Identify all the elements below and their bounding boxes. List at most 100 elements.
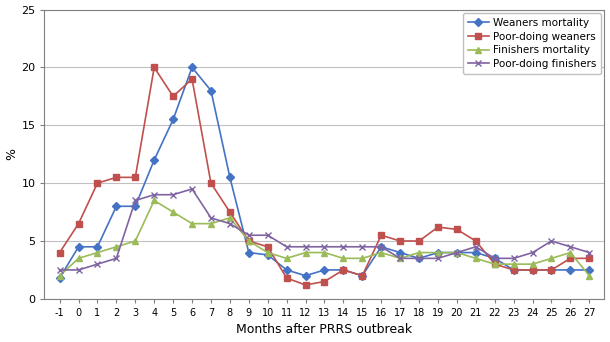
Weaners mortality <box>415 256 423 260</box>
Finishers mortality <box>396 256 404 260</box>
Poor-doing finishers <box>491 256 498 260</box>
Weaners mortality <box>264 253 271 257</box>
Finishers mortality <box>56 274 63 278</box>
Poor-doing weaners <box>529 268 536 272</box>
Finishers mortality <box>491 262 498 266</box>
Weaners mortality <box>567 268 574 272</box>
Weaners mortality <box>586 268 593 272</box>
Finishers mortality <box>434 251 442 255</box>
Line: Finishers mortality: Finishers mortality <box>57 198 592 278</box>
Poor-doing finishers <box>132 198 139 202</box>
Finishers mortality <box>453 251 461 255</box>
Poor-doing finishers <box>415 256 423 260</box>
Weaners mortality <box>94 245 101 249</box>
Poor-doing finishers <box>510 256 517 260</box>
Finishers mortality <box>188 222 196 226</box>
Poor-doing finishers <box>207 216 215 220</box>
Weaners mortality <box>510 268 517 272</box>
Poor-doing finishers <box>75 268 82 272</box>
Poor-doing weaners <box>567 256 574 260</box>
Poor-doing weaners <box>113 175 120 180</box>
Finishers mortality <box>510 262 517 266</box>
Weaners mortality <box>132 204 139 208</box>
Weaners mortality <box>529 268 536 272</box>
Poor-doing finishers <box>170 193 177 197</box>
Finishers mortality <box>548 256 555 260</box>
Poor-doing finishers <box>378 245 385 249</box>
Poor-doing finishers <box>340 245 347 249</box>
Line: Weaners mortality: Weaners mortality <box>57 65 592 281</box>
Weaners mortality <box>170 117 177 121</box>
Poor-doing finishers <box>529 251 536 255</box>
Poor-doing weaners <box>472 239 479 243</box>
Poor-doing finishers <box>396 256 404 260</box>
Weaners mortality <box>56 276 63 280</box>
Poor-doing weaners <box>207 181 215 185</box>
Finishers mortality <box>529 262 536 266</box>
Poor-doing finishers <box>113 256 120 260</box>
Finishers mortality <box>245 239 253 243</box>
Weaners mortality <box>548 268 555 272</box>
Poor-doing weaners <box>226 210 234 214</box>
Finishers mortality <box>321 251 328 255</box>
Weaners mortality <box>207 89 215 93</box>
Weaners mortality <box>321 268 328 272</box>
Poor-doing weaners <box>434 225 442 229</box>
Finishers mortality <box>207 222 215 226</box>
Poor-doing finishers <box>453 251 461 255</box>
Poor-doing weaners <box>245 239 253 243</box>
Finishers mortality <box>151 198 158 202</box>
Weaners mortality <box>226 175 234 180</box>
Poor-doing finishers <box>567 245 574 249</box>
Poor-doing finishers <box>548 239 555 243</box>
Line: Poor-doing finishers: Poor-doing finishers <box>57 186 592 273</box>
Weaners mortality <box>188 65 196 69</box>
Finishers mortality <box>113 245 120 249</box>
Poor-doing finishers <box>472 245 479 249</box>
Poor-doing weaners <box>283 276 290 280</box>
Poor-doing finishers <box>264 233 271 237</box>
Finishers mortality <box>264 251 271 255</box>
Poor-doing finishers <box>359 245 366 249</box>
Poor-doing weaners <box>302 283 309 287</box>
Poor-doing finishers <box>226 222 234 226</box>
Line: Poor-doing weaners: Poor-doing weaners <box>57 65 592 288</box>
Poor-doing weaners <box>415 239 423 243</box>
Finishers mortality <box>132 239 139 243</box>
Poor-doing finishers <box>434 256 442 260</box>
Poor-doing finishers <box>321 245 328 249</box>
Finishers mortality <box>340 256 347 260</box>
Finishers mortality <box>170 210 177 214</box>
Poor-doing finishers <box>56 268 63 272</box>
Poor-doing weaners <box>453 227 461 232</box>
Finishers mortality <box>283 256 290 260</box>
Weaners mortality <box>75 245 82 249</box>
Finishers mortality <box>75 256 82 260</box>
Poor-doing weaners <box>510 268 517 272</box>
Finishers mortality <box>586 274 593 278</box>
Weaners mortality <box>453 251 461 255</box>
Poor-doing weaners <box>491 262 498 266</box>
Weaners mortality <box>491 256 498 260</box>
Weaners mortality <box>151 158 158 162</box>
Poor-doing weaners <box>586 256 593 260</box>
Finishers mortality <box>378 251 385 255</box>
Weaners mortality <box>359 274 366 278</box>
Weaners mortality <box>340 268 347 272</box>
Weaners mortality <box>283 268 290 272</box>
Finishers mortality <box>226 216 234 220</box>
Poor-doing weaners <box>75 222 82 226</box>
Finishers mortality <box>567 251 574 255</box>
Weaners mortality <box>302 274 309 278</box>
Finishers mortality <box>415 251 423 255</box>
Poor-doing finishers <box>302 245 309 249</box>
Poor-doing weaners <box>378 233 385 237</box>
Poor-doing finishers <box>245 233 253 237</box>
X-axis label: Months after PRRS outbreak: Months after PRRS outbreak <box>237 324 412 337</box>
Weaners mortality <box>245 251 253 255</box>
Poor-doing weaners <box>132 175 139 180</box>
Poor-doing weaners <box>264 245 271 249</box>
Finishers mortality <box>472 256 479 260</box>
Poor-doing weaners <box>94 181 101 185</box>
Poor-doing weaners <box>170 94 177 98</box>
